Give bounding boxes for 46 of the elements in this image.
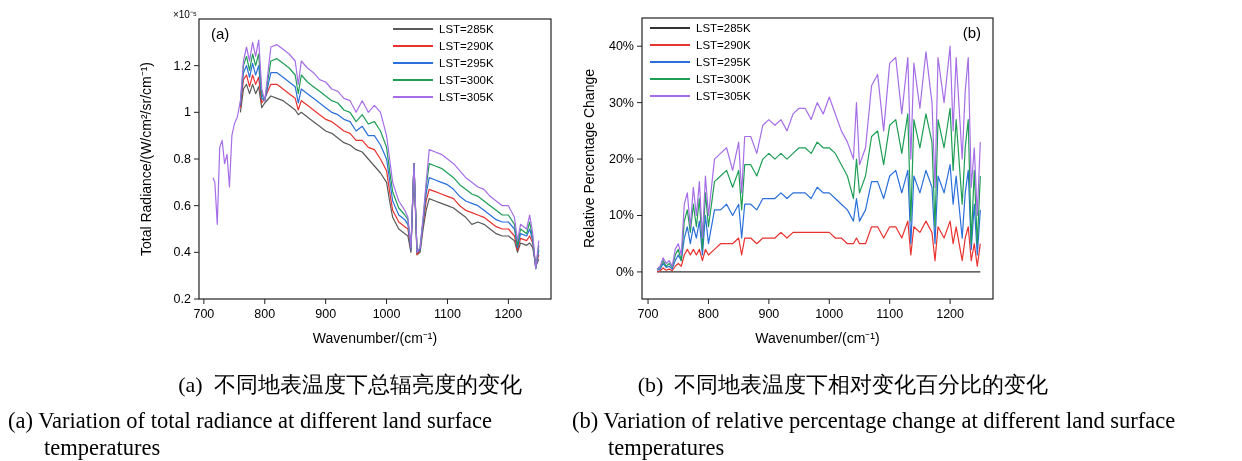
line-series — [656, 220, 981, 273]
x-axis-title: Wavenumber/(cm⁻¹) — [312, 330, 438, 346]
x-tick-label: 1100 — [876, 307, 904, 321]
legend-label: LST=290K — [439, 40, 494, 52]
y-tick-label: 0% — [615, 264, 634, 279]
line-series — [656, 164, 981, 271]
y-tick-label: 1.2 — [173, 58, 192, 73]
y-tick-label: 0.4 — [173, 245, 192, 260]
x-tick-label: 800 — [254, 307, 276, 321]
legend-label: LST=300K — [696, 73, 751, 85]
y-tick-label: 40% — [608, 39, 634, 54]
text: ×10⁻⁵ — [172, 9, 197, 20]
text: (b) Variation of relative percentage change at different land surface temperatures — [572, 407, 1177, 461]
legend-label: LST=300K — [439, 74, 494, 86]
y-tick-label: 0.6 — [173, 198, 192, 213]
x-tick-label: 800 — [698, 307, 719, 321]
legend-label: LST=285K — [439, 23, 494, 35]
legend-label: LST=305K — [696, 90, 751, 102]
legend-label: LST=285K — [696, 22, 751, 34]
y-axis-title: Relative Percentage Change — [581, 68, 597, 249]
legend-label: LST=305K — [439, 91, 494, 103]
x-tick-label: 1100 — [434, 307, 461, 321]
y-tick-label: 10% — [608, 208, 634, 223]
legend-label: LST=295K — [696, 56, 751, 68]
y-tick-label: 0.8 — [173, 152, 192, 166]
x-tick-label: 1000 — [815, 307, 844, 321]
legend-label: LST=290K — [696, 39, 751, 51]
annotation: (b) — [962, 24, 981, 41]
y-tick-label: 1 — [184, 105, 192, 120]
y-axis-title: Total Radiance/(W/cm²/sr/cm⁻¹) — [138, 61, 154, 257]
x-tick-label: 900 — [758, 307, 780, 321]
x-tick-label: 700 — [193, 307, 215, 321]
text: (a) Variation of total radiance at different land surface temperatures — [8, 407, 493, 461]
y-tick-label: 0.2 — [173, 292, 192, 306]
x-tick-label: 1000 — [372, 307, 401, 321]
x-tick-label: 1200 — [936, 307, 965, 321]
x-tick-label: 1200 — [494, 307, 523, 321]
x-tick-label: 900 — [315, 307, 337, 321]
text: (b) 不同地表温度下相对变化百分比的变化 — [636, 371, 1050, 399]
y-tick-label: 20% — [608, 152, 634, 167]
annotation: (a) — [211, 25, 230, 42]
text: (a) 不同地表温度下总辐亮度的变化 — [178, 372, 522, 397]
y-tick-label: 30% — [608, 95, 634, 110]
x-tick-label: 700 — [637, 307, 659, 321]
x-axis-title: Wavenumber/(cm⁻¹) — [755, 330, 880, 346]
legend-label: LST=295K — [439, 57, 494, 69]
